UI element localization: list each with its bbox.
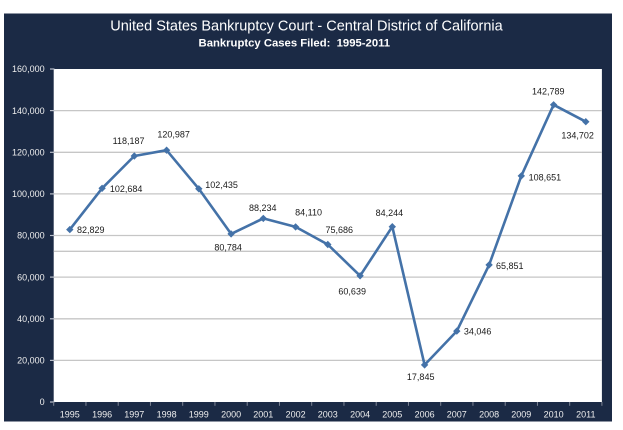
svg-text:142,789: 142,789 xyxy=(532,86,565,96)
svg-text:1995: 1995 xyxy=(60,410,80,420)
svg-text:2003: 2003 xyxy=(318,410,338,420)
svg-text:2009: 2009 xyxy=(511,410,531,420)
svg-text:82,829: 82,829 xyxy=(77,225,105,235)
svg-text:88,234: 88,234 xyxy=(249,203,277,213)
svg-text:102,684: 102,684 xyxy=(110,184,143,194)
svg-text:1996: 1996 xyxy=(92,410,112,420)
svg-text:120,000: 120,000 xyxy=(12,148,45,158)
svg-text:2004: 2004 xyxy=(350,410,370,420)
svg-text:65,851: 65,851 xyxy=(496,261,524,271)
svg-text:2011: 2011 xyxy=(576,410,595,420)
svg-text:2001: 2001 xyxy=(253,410,273,420)
svg-text:140,000: 140,000 xyxy=(12,106,45,116)
svg-text:2006: 2006 xyxy=(415,410,435,420)
svg-text:2008: 2008 xyxy=(479,410,499,420)
svg-text:2007: 2007 xyxy=(447,410,467,420)
svg-text:80,000: 80,000 xyxy=(17,231,45,241)
svg-text:2000: 2000 xyxy=(221,410,241,420)
svg-text:108,651: 108,651 xyxy=(529,172,562,182)
svg-text:0: 0 xyxy=(40,397,45,407)
svg-text:Bankruptcy Cases Filed: 1995-: Bankruptcy Cases Filed: 1995-2011 xyxy=(199,37,391,49)
svg-text:102,435: 102,435 xyxy=(205,180,238,190)
svg-text:2010: 2010 xyxy=(544,410,564,420)
svg-text:1997: 1997 xyxy=(124,410,144,420)
svg-text:United States Bankruptcy Court: United States Bankruptcy Court - Central… xyxy=(110,18,503,34)
svg-text:20,000: 20,000 xyxy=(17,356,45,366)
svg-text:120,987: 120,987 xyxy=(157,129,190,139)
svg-text:2002: 2002 xyxy=(286,410,306,420)
svg-text:80,784: 80,784 xyxy=(214,242,242,252)
svg-text:1998: 1998 xyxy=(157,410,177,420)
svg-text:17,845: 17,845 xyxy=(407,372,435,382)
svg-text:75,686: 75,686 xyxy=(326,225,354,235)
svg-text:118,187: 118,187 xyxy=(113,136,145,146)
svg-text:40,000: 40,000 xyxy=(17,314,45,324)
svg-text:2005: 2005 xyxy=(382,410,402,420)
svg-text:1999: 1999 xyxy=(189,410,209,420)
svg-text:60,639: 60,639 xyxy=(338,287,366,297)
svg-text:84,110: 84,110 xyxy=(295,208,322,218)
svg-text:100,000: 100,000 xyxy=(12,189,45,199)
svg-text:84,244: 84,244 xyxy=(376,208,404,218)
svg-text:160,000: 160,000 xyxy=(12,64,45,74)
svg-text:60,000: 60,000 xyxy=(17,272,45,282)
svg-text:34,046: 34,046 xyxy=(464,327,492,337)
svg-text:134,702: 134,702 xyxy=(561,130,594,140)
